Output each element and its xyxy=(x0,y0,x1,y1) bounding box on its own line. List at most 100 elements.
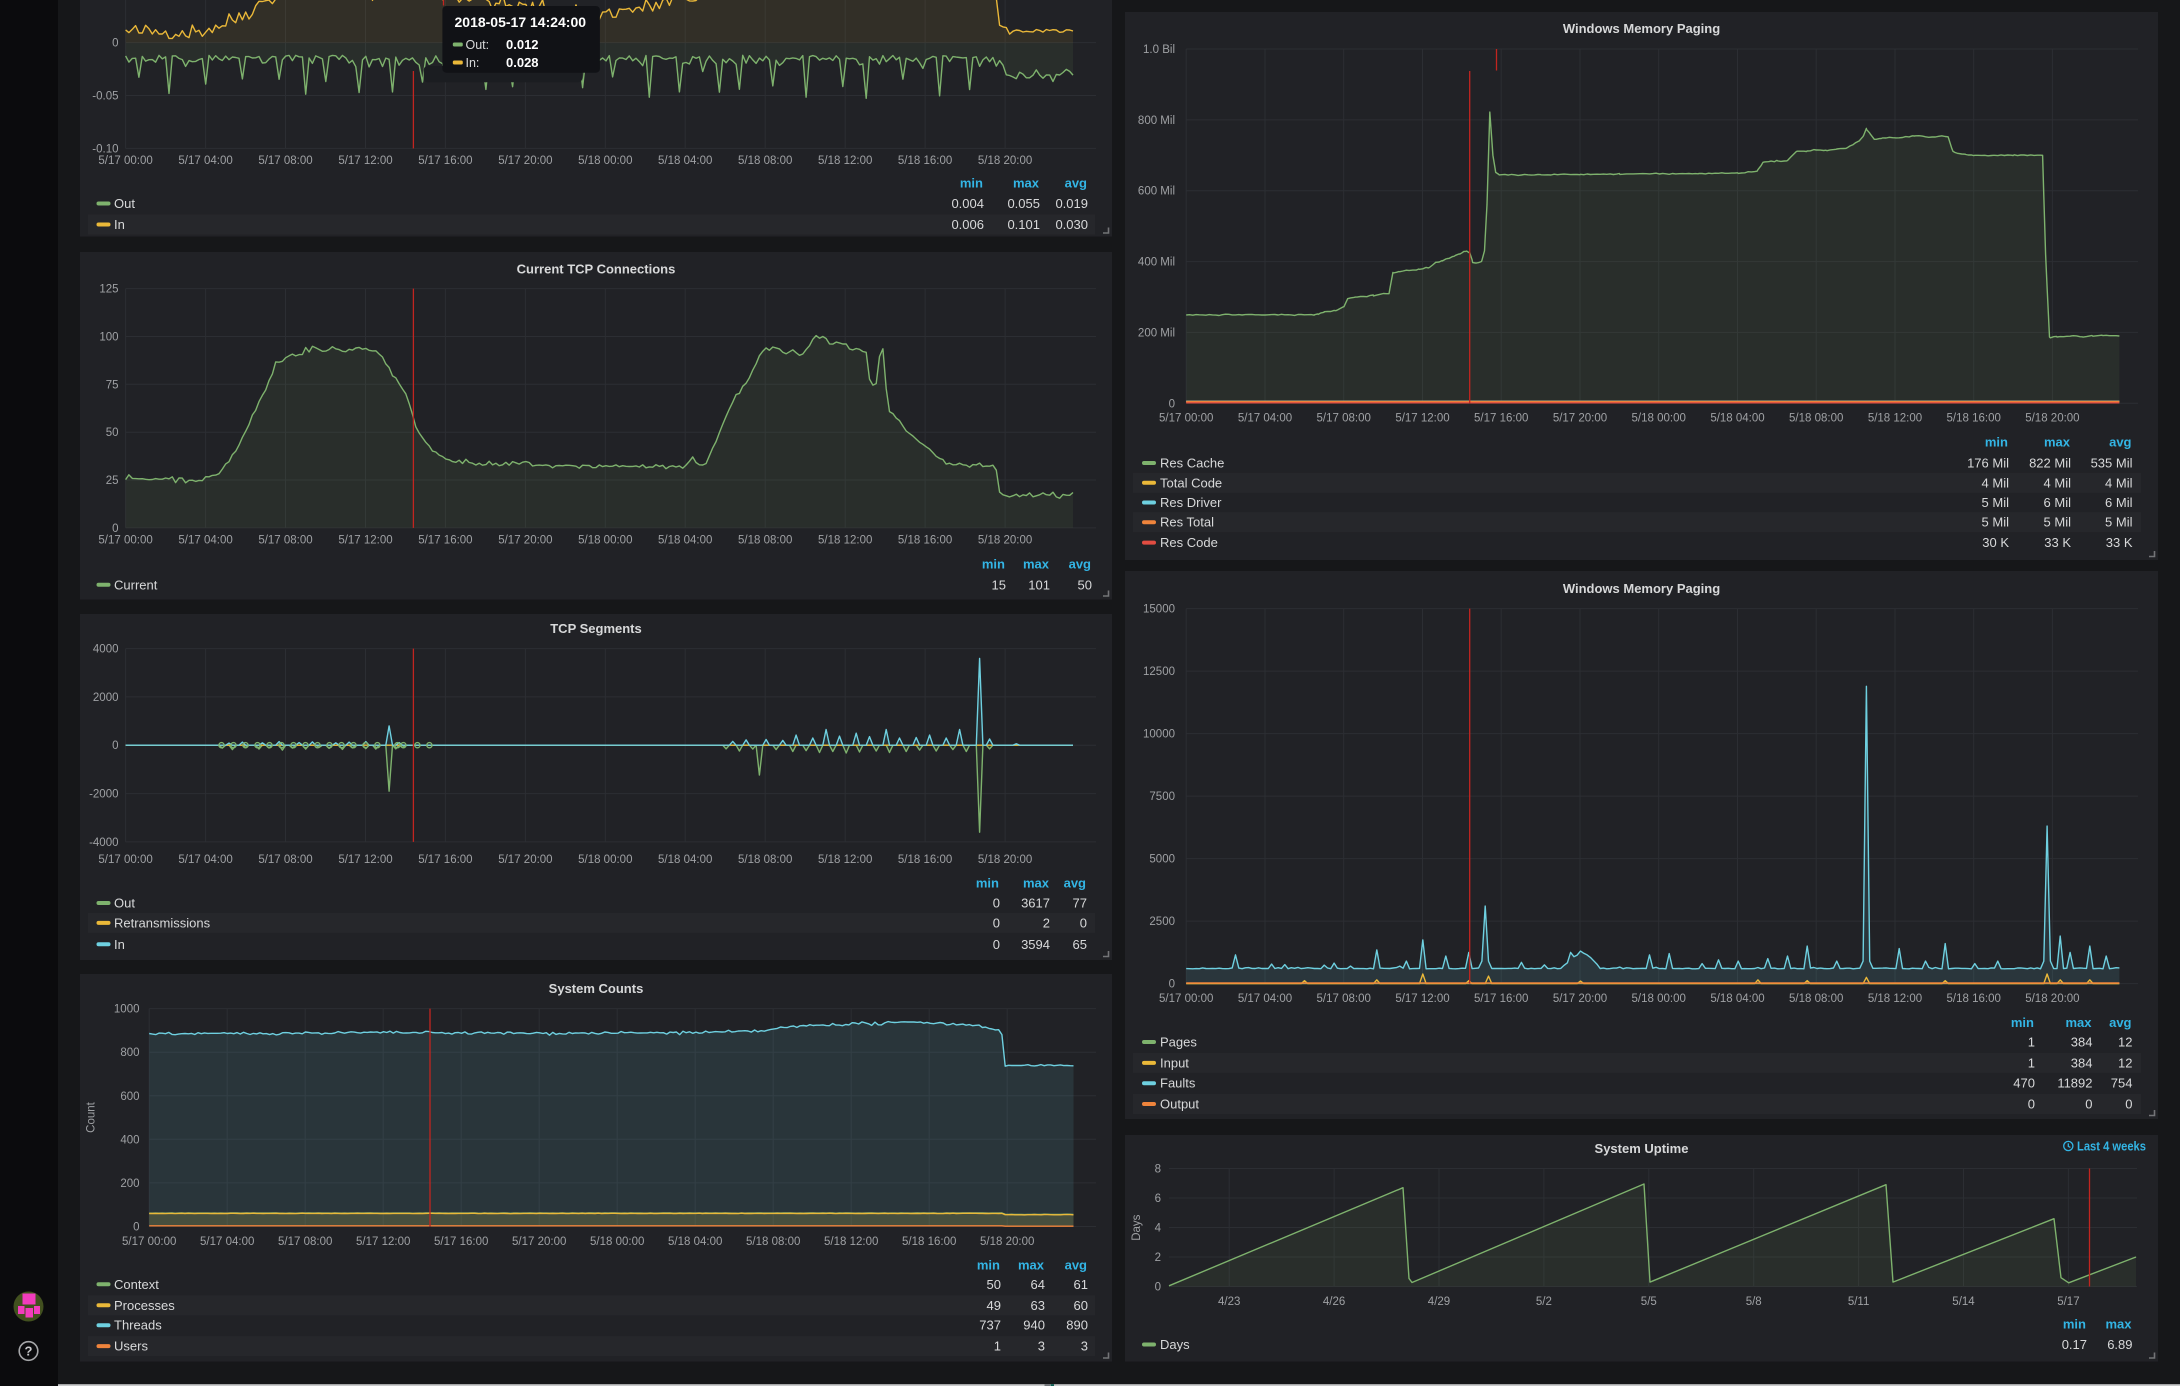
svg-text:5/18 12:00: 5/18 12:00 xyxy=(1868,413,1922,425)
svg-text:0.028: 0.028 xyxy=(506,55,539,70)
svg-text:65: 65 xyxy=(1073,937,1087,952)
svg-text:50: 50 xyxy=(1078,577,1092,592)
svg-text:max: max xyxy=(2044,435,2071,450)
svg-text:Last 4 weeks: Last 4 weeks xyxy=(2077,1140,2146,1154)
svg-text:10000: 10000 xyxy=(1143,729,1175,741)
svg-text:5/17 20:00: 5/17 20:00 xyxy=(1553,413,1607,425)
svg-text:-4000: -4000 xyxy=(89,837,118,849)
svg-text:0: 0 xyxy=(112,523,118,535)
svg-text:min: min xyxy=(1985,435,2008,450)
svg-text:Current: Current xyxy=(114,577,158,592)
svg-text:min: min xyxy=(2011,1015,2034,1030)
svg-text:7500: 7500 xyxy=(1149,791,1175,803)
svg-text:avg: avg xyxy=(1065,176,1087,191)
svg-text:5/18 04:00: 5/18 04:00 xyxy=(658,155,712,167)
svg-text:400: 400 xyxy=(120,1134,139,1146)
svg-text:0: 0 xyxy=(2028,1097,2035,1112)
svg-text:5/8: 5/8 xyxy=(1746,1296,1762,1308)
svg-text:5/18 00:00: 5/18 00:00 xyxy=(1632,413,1686,425)
svg-text:470: 470 xyxy=(2013,1076,2035,1091)
svg-text:1000: 1000 xyxy=(114,1004,140,1016)
svg-text:2018-05-17 14:24:00: 2018-05-17 14:24:00 xyxy=(455,14,587,30)
svg-text:940: 940 xyxy=(1023,1318,1045,1333)
svg-text:5/17 16:00: 5/17 16:00 xyxy=(418,854,472,866)
svg-text:600: 600 xyxy=(120,1091,139,1103)
svg-text:-0.05: -0.05 xyxy=(92,91,118,103)
svg-text:min: min xyxy=(960,176,983,191)
svg-text:System Uptime: System Uptime xyxy=(1595,1141,1689,1156)
svg-text:5/17 00:00: 5/17 00:00 xyxy=(98,155,152,167)
svg-text:5/17 04:00: 5/17 04:00 xyxy=(178,155,232,167)
svg-text:?: ? xyxy=(25,1344,33,1359)
svg-text:min: min xyxy=(977,1257,1000,1272)
svg-text:max: max xyxy=(2065,1015,2092,1030)
svg-text:5/18 20:00: 5/18 20:00 xyxy=(2025,413,2079,425)
svg-text:5 Mil: 5 Mil xyxy=(1982,495,2010,510)
svg-text:5/18 16:00: 5/18 16:00 xyxy=(898,854,952,866)
svg-text:5/18 12:00: 5/18 12:00 xyxy=(1868,993,1922,1005)
svg-text:5/18 04:00: 5/18 04:00 xyxy=(658,854,712,866)
svg-text:Pages: Pages xyxy=(1160,1035,1197,1050)
svg-text:5/18 08:00: 5/18 08:00 xyxy=(738,854,792,866)
svg-text:5/17 16:00: 5/17 16:00 xyxy=(1474,993,1528,1005)
svg-text:4000: 4000 xyxy=(93,644,119,656)
svg-text:5/17 12:00: 5/17 12:00 xyxy=(338,155,392,167)
svg-text:5/5: 5/5 xyxy=(1641,1296,1657,1308)
svg-text:1: 1 xyxy=(2028,1055,2035,1070)
svg-text:0.012: 0.012 xyxy=(506,37,539,52)
svg-text:50: 50 xyxy=(106,427,119,439)
svg-text:75: 75 xyxy=(106,379,119,391)
svg-text:0.101: 0.101 xyxy=(1007,217,1040,232)
svg-text:In: In xyxy=(114,217,125,232)
svg-text:100: 100 xyxy=(99,332,118,344)
svg-text:0: 0 xyxy=(1169,398,1175,410)
svg-text:0: 0 xyxy=(1155,1282,1161,1294)
svg-text:5/17 16:00: 5/17 16:00 xyxy=(434,1236,488,1248)
svg-text:5/18 16:00: 5/18 16:00 xyxy=(902,1236,956,1248)
svg-text:5/18 12:00: 5/18 12:00 xyxy=(818,535,872,547)
svg-text:754: 754 xyxy=(2111,1076,2133,1091)
svg-text:Days: Days xyxy=(1131,1214,1143,1240)
svg-text:0: 0 xyxy=(1080,915,1087,930)
svg-text:5/18 08:00: 5/18 08:00 xyxy=(738,155,792,167)
svg-text:0.055: 0.055 xyxy=(1007,196,1040,211)
svg-text:5/18 16:00: 5/18 16:00 xyxy=(1947,413,2001,425)
svg-text:Days: Days xyxy=(1160,1337,1190,1352)
svg-text:5/17 20:00: 5/17 20:00 xyxy=(498,155,552,167)
svg-text:4 Mil: 4 Mil xyxy=(1982,475,2010,490)
svg-text:In:: In: xyxy=(466,56,480,70)
svg-text:5/18 20:00: 5/18 20:00 xyxy=(978,535,1032,547)
svg-text:5/18 00:00: 5/18 00:00 xyxy=(578,155,632,167)
svg-text:0.006: 0.006 xyxy=(951,217,984,232)
svg-text:800 Mil: 800 Mil xyxy=(1138,115,1175,127)
svg-text:min: min xyxy=(982,556,1005,571)
svg-text:Count: Count xyxy=(86,1101,98,1132)
svg-text:avg: avg xyxy=(1065,1257,1087,1272)
svg-text:Output: Output xyxy=(1160,1097,1199,1112)
svg-text:176 Mil: 176 Mil xyxy=(1967,456,2009,471)
svg-text:60: 60 xyxy=(1074,1298,1088,1313)
svg-text:63: 63 xyxy=(1031,1298,1045,1313)
svg-text:5/17 04:00: 5/17 04:00 xyxy=(178,854,232,866)
svg-text:200: 200 xyxy=(120,1178,139,1190)
svg-text:Res Total: Res Total xyxy=(1160,515,1214,530)
svg-text:5/18 16:00: 5/18 16:00 xyxy=(898,155,952,167)
svg-text:1: 1 xyxy=(994,1339,1001,1354)
svg-text:0.17: 0.17 xyxy=(2062,1337,2087,1352)
svg-text:0: 0 xyxy=(993,896,1000,911)
svg-text:1: 1 xyxy=(2028,1035,2035,1050)
svg-text:5/17 04:00: 5/17 04:00 xyxy=(200,1236,254,1248)
svg-text:TCP Segments: TCP Segments xyxy=(550,621,642,636)
svg-text:avg: avg xyxy=(1064,875,1086,890)
svg-text:5/18 20:00: 5/18 20:00 xyxy=(978,854,1032,866)
svg-text:0: 0 xyxy=(1169,979,1175,991)
svg-text:5/17 16:00: 5/17 16:00 xyxy=(1474,413,1528,425)
svg-text:0.004: 0.004 xyxy=(951,196,984,211)
svg-text:5/17 20:00: 5/17 20:00 xyxy=(1553,993,1607,1005)
svg-text:5/18 12:00: 5/18 12:00 xyxy=(818,155,872,167)
svg-text:5/18 08:00: 5/18 08:00 xyxy=(746,1236,800,1248)
svg-text:5/18 00:00: 5/18 00:00 xyxy=(578,854,632,866)
svg-text:4: 4 xyxy=(1155,1223,1162,1235)
svg-text:Windows Memory Paging: Windows Memory Paging xyxy=(1563,21,1720,36)
svg-text:3: 3 xyxy=(1038,1339,1045,1354)
